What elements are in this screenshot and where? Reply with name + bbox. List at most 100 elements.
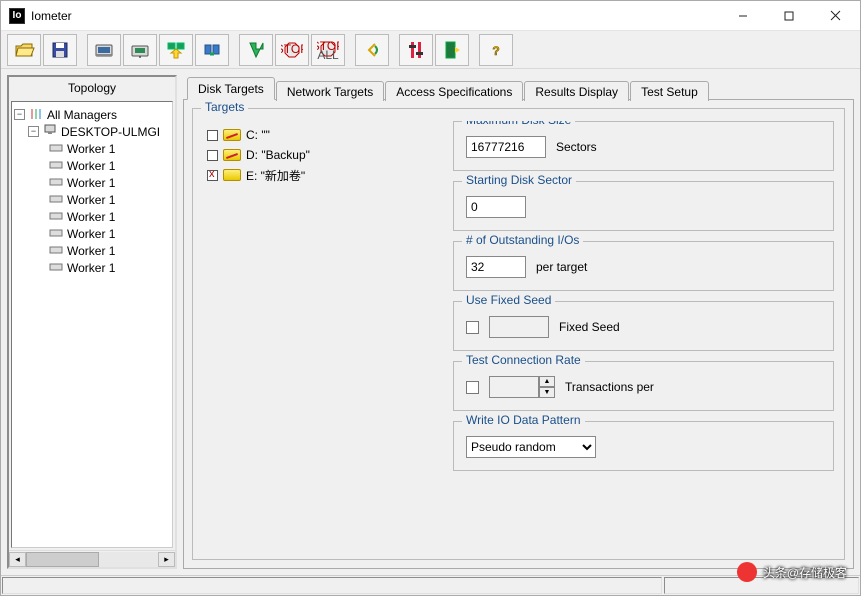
disk-icon	[223, 149, 241, 161]
svg-text:?: ?	[492, 44, 499, 58]
collapse-icon[interactable]: −	[14, 109, 25, 120]
outstanding-io-input[interactable]	[466, 256, 526, 278]
toolbar: STOP STOPALL ?	[1, 31, 860, 69]
scroll-thumb[interactable]	[26, 552, 99, 567]
start-sector-group: Starting Disk Sector	[453, 181, 834, 231]
stop-all-button[interactable]: STOPALL	[311, 34, 345, 66]
max-disk-group: Maximum Disk Size Sectors	[453, 121, 834, 171]
target-checkbox[interactable]	[207, 150, 218, 161]
computer-icon	[42, 123, 58, 140]
tree-worker[interactable]: Worker 1	[14, 174, 170, 191]
tree-worker[interactable]: Worker 1	[14, 259, 170, 276]
start-button[interactable]	[239, 34, 273, 66]
worker-label: Worker 1	[67, 227, 115, 241]
topology-tree[interactable]: − All Managers − DESKTOP-ULMGI Worker 1 …	[11, 101, 173, 548]
disk-bench-button[interactable]	[87, 34, 121, 66]
disk-icon	[223, 129, 241, 141]
tab-disk-targets[interactable]: Disk Targets	[187, 77, 275, 100]
spin-up-button[interactable]: ▲	[539, 376, 555, 387]
target-row[interactable]: D: "Backup"	[203, 145, 433, 165]
tree-worker[interactable]: Worker 1	[14, 208, 170, 225]
scroll-right-button[interactable]: ▸	[158, 552, 175, 567]
help-button[interactable]: ?	[479, 34, 513, 66]
tree-machine-label: DESKTOP-ULMGI	[61, 125, 160, 139]
tab-network-targets[interactable]: Network Targets	[276, 81, 384, 101]
close-button[interactable]	[812, 2, 858, 30]
worker-label: Worker 1	[67, 142, 115, 156]
content-area: Topology − All Managers − DESKTOP-ULMGI …	[1, 69, 860, 575]
group-legend: # of Outstanding I/Os	[462, 233, 583, 247]
disk-targets-panel: Targets C: "" D: "Backup"	[183, 99, 854, 569]
worker-label: Worker 1	[67, 261, 115, 275]
tree-root-label: All Managers	[47, 108, 117, 122]
copy-worker-button[interactable]	[159, 34, 193, 66]
copy-manager-button[interactable]	[195, 34, 229, 66]
target-label: E: "新加卷"	[246, 167, 305, 184]
svg-text:ALL: ALL	[317, 48, 339, 61]
drive-icon	[48, 159, 64, 173]
tree-worker[interactable]: Worker 1	[14, 242, 170, 259]
write-pattern-select[interactable]: Pseudo random	[466, 436, 596, 458]
managers-icon	[28, 106, 44, 123]
titlebar: Io Iometer	[1, 1, 860, 31]
tree-root[interactable]: − All Managers	[14, 106, 170, 123]
net-bench-button[interactable]	[123, 34, 157, 66]
collapse-icon[interactable]: −	[28, 126, 39, 137]
max-disk-suffix: Sectors	[556, 140, 597, 154]
tab-results-display[interactable]: Results Display	[524, 81, 629, 101]
drive-icon	[48, 193, 64, 207]
tree-worker[interactable]: Worker 1	[14, 157, 170, 174]
tree-worker[interactable]: Worker 1	[14, 191, 170, 208]
drive-icon	[48, 261, 64, 275]
target-checkbox[interactable]	[207, 170, 218, 181]
main-window: Io Iometer STOP STOPALL ? Topology	[0, 0, 861, 596]
tab-strip: Disk Targets Network Targets Access Spec…	[183, 75, 854, 99]
topology-hscroll[interactable]: ◂ ▸	[9, 550, 175, 567]
app-icon: Io	[9, 8, 25, 24]
conn-rate-spinner[interactable]: ▲▼	[489, 376, 555, 398]
stop-button[interactable]: STOP	[275, 34, 309, 66]
start-sector-input[interactable]	[466, 196, 526, 218]
target-row[interactable]: C: ""	[203, 125, 433, 145]
reset-button[interactable]	[355, 34, 389, 66]
statusbar	[1, 575, 860, 595]
fixed-seed-checkbox[interactable]	[466, 321, 479, 334]
watermark-text: 头条@存储极客	[763, 564, 847, 581]
settings-column: Maximum Disk Size Sectors Starting Disk …	[453, 121, 834, 549]
target-row[interactable]: E: "新加卷"	[203, 165, 433, 185]
targets-legend: Targets	[201, 100, 248, 114]
tree-worker[interactable]: Worker 1	[14, 225, 170, 242]
conn-rate-checkbox[interactable]	[466, 381, 479, 394]
group-legend: Maximum Disk Size	[462, 121, 575, 127]
save-button[interactable]	[43, 34, 77, 66]
worker-label: Worker 1	[67, 193, 115, 207]
config-button[interactable]	[399, 34, 433, 66]
minimize-button[interactable]	[720, 2, 766, 30]
write-pattern-group: Write IO Data Pattern Pseudo random	[453, 421, 834, 471]
target-label: D: "Backup"	[246, 148, 310, 162]
topology-panel: Topology − All Managers − DESKTOP-ULMGI …	[7, 75, 177, 569]
window-title: Iometer	[31, 9, 720, 23]
targets-list: C: "" D: "Backup" E: "新加卷"	[203, 121, 433, 549]
fixed-seed-label: Fixed Seed	[559, 320, 620, 334]
tab-access-specs[interactable]: Access Specifications	[385, 81, 523, 101]
spin-down-button[interactable]: ▼	[539, 387, 555, 398]
conn-rate-group: Test Connection Rate ▲▼ Transactions per	[453, 361, 834, 411]
disk-icon	[223, 169, 241, 181]
open-button[interactable]	[7, 34, 41, 66]
group-legend: Test Connection Rate	[462, 353, 585, 367]
maximize-button[interactable]	[766, 2, 812, 30]
scroll-track[interactable]	[26, 552, 158, 567]
worker-label: Worker 1	[67, 210, 115, 224]
right-panel: Disk Targets Network Targets Access Spec…	[183, 75, 854, 569]
tree-machine[interactable]: − DESKTOP-ULMGI	[14, 123, 170, 140]
tab-test-setup[interactable]: Test Setup	[630, 81, 709, 101]
target-checkbox[interactable]	[207, 130, 218, 141]
tree-worker[interactable]: Worker 1	[14, 140, 170, 157]
scroll-left-button[interactable]: ◂	[9, 552, 26, 567]
target-label: C: ""	[246, 128, 270, 142]
exit-button[interactable]	[435, 34, 469, 66]
fixed-seed-group: Use Fixed Seed Fixed Seed	[453, 301, 834, 351]
max-disk-input[interactable]	[466, 136, 546, 158]
fixed-seed-input	[489, 316, 549, 338]
